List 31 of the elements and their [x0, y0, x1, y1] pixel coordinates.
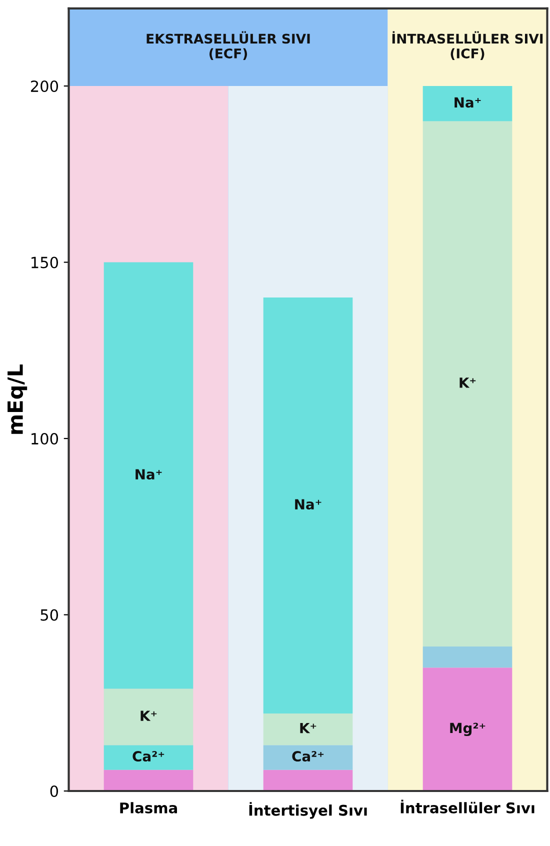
data-label: Na⁺: [295, 499, 322, 510]
bar: [263, 713, 353, 746]
x-tick-label: İntertisyel Sıvı: [249, 802, 367, 819]
data-label: Ca²⁺: [292, 751, 324, 762]
data-label: Na⁺: [454, 97, 481, 108]
bar: [422, 86, 512, 122]
data-label: K⁺: [300, 723, 316, 734]
bar: [263, 745, 353, 770]
bar: [104, 770, 194, 792]
y-tick-label: 50: [40, 609, 58, 621]
data-label: K⁺: [140, 710, 157, 721]
y-axis-title: mEq/L: [8, 364, 28, 434]
data-label: Mg²⁺: [450, 722, 486, 736]
bar: [422, 668, 512, 792]
x-tick-label: İntrasellüler Sıvı: [400, 800, 534, 814]
y-tick-label: 0: [50, 785, 58, 798]
y-tick-label: 200: [30, 80, 58, 92]
bar: [104, 262, 194, 689]
y-tick-label: 100: [32, 432, 58, 445]
y-tick-label: 150: [32, 256, 58, 268]
bar: [104, 688, 194, 746]
data-label: K⁺: [460, 378, 476, 388]
bar: [422, 121, 512, 646]
x-tick-label: Plasma: [120, 802, 177, 814]
bar: [263, 770, 353, 792]
band-label: EKSTRASELLÜLER SIVI (ECF): [146, 31, 310, 60]
bar: [263, 298, 353, 714]
bar: [422, 646, 512, 668]
band-label: İNTRASELLÜLER SIVI (ICF): [392, 31, 543, 60]
data-label: Ca²⁺: [132, 751, 164, 762]
data-label: Na⁺: [136, 469, 162, 480]
